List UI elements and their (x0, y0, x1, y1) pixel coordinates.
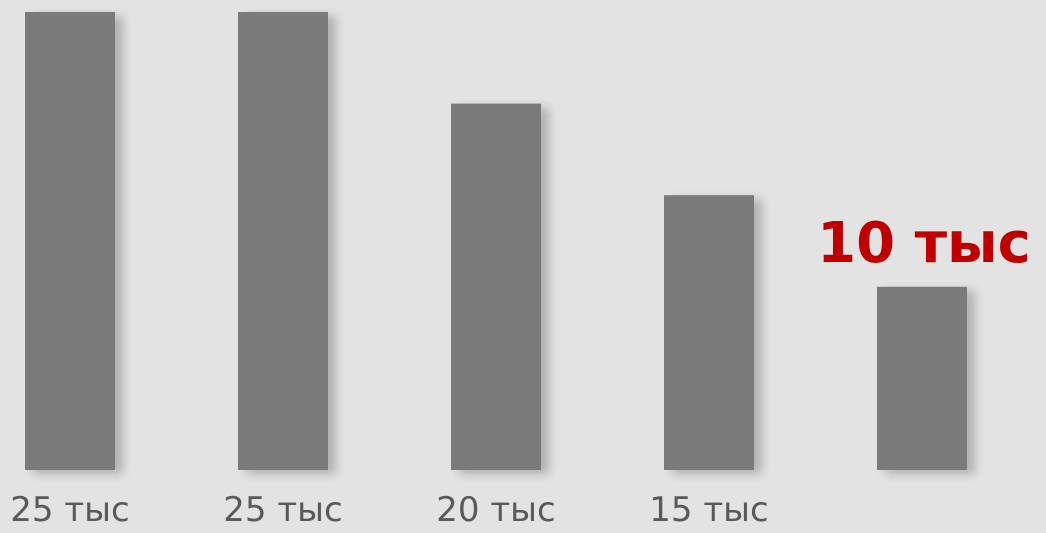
bar-0 (25, 12, 115, 470)
category-label-1: 25 тыс (223, 490, 342, 530)
bar-1 (238, 12, 328, 470)
labels-group: 25 тыс 25 тыс 20 тыс 15 тыс 10 тыс (10, 211, 1031, 530)
bars-group (25, 12, 975, 474)
bar-3 (664, 195, 754, 470)
category-label-0: 25 тыс (10, 490, 129, 530)
category-label-3: 15 тыс (649, 490, 768, 530)
bar-4 (877, 286, 967, 470)
highlight-value-label: 10 тыс (817, 211, 1031, 276)
bar-2 (451, 103, 541, 470)
category-label-2: 20 тыс (436, 490, 555, 530)
